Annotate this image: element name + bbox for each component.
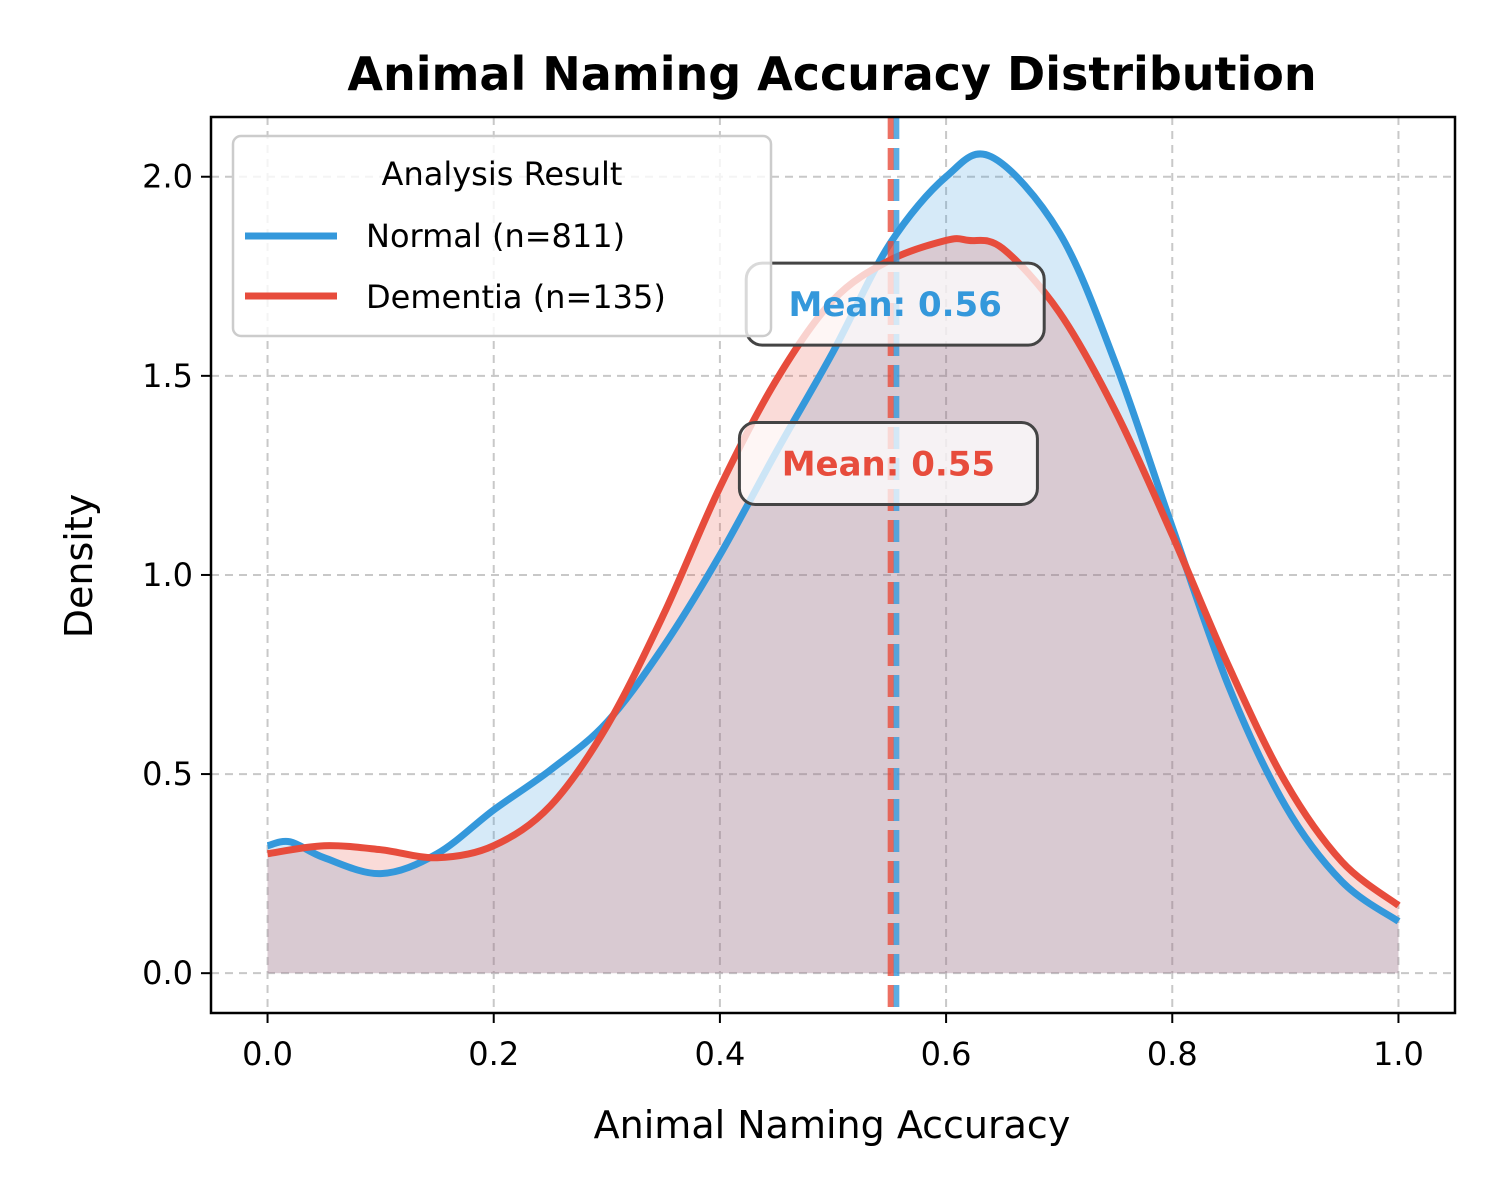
mean-annotation-normal: Mean: 0.56 <box>789 285 1002 325</box>
x-tick-label: 0.2 <box>468 1035 519 1073</box>
grid <box>211 117 1455 1013</box>
y-axis-label: Density <box>57 494 101 638</box>
legend-title: Analysis Result <box>382 155 623 193</box>
x-tick-label: 1.0 <box>1373 1035 1424 1073</box>
density-fill-dementia <box>267 238 1399 974</box>
y-axis-ticks: 0.0 0.5 1.0 1.5 2.0 <box>142 158 211 992</box>
legend-label-normal: Normal (n=811) <box>366 217 625 255</box>
density-fills <box>267 153 1399 974</box>
legend: Analysis Result Normal (n=811) Dementia … <box>231 134 773 338</box>
x-axis-ticks: 0.0 0.2 0.4 0.6 0.8 1.0 <box>242 1013 1424 1073</box>
x-tick-label: 0.0 <box>242 1035 293 1073</box>
legend-label-dementia: Dementia (n=135) <box>366 278 666 316</box>
y-tick-label: 1.0 <box>142 556 193 594</box>
chart-title: Animal Naming Accuracy Distribution <box>347 47 1316 101</box>
y-tick-label: 0.0 <box>142 954 193 992</box>
mean-annotation-dementia: Mean: 0.55 <box>782 444 995 484</box>
x-tick-label: 0.6 <box>921 1035 972 1073</box>
y-tick-label: 1.5 <box>142 357 193 395</box>
mean-lines <box>887 117 900 1013</box>
mean-annotations: Mean: 0.56 Mean: 0.55 <box>737 261 1046 506</box>
density-fill-normal <box>267 153 1399 974</box>
legend-box <box>231 134 773 338</box>
plot-frame <box>209 115 1457 1015</box>
x-tick-label: 0.4 <box>694 1035 745 1073</box>
y-tick-label: 2.0 <box>142 158 193 196</box>
x-axis-label: Animal Naming Accuracy <box>594 1103 1071 1147</box>
x-tick-label: 0.8 <box>1147 1035 1198 1073</box>
mean-annotation-box-dementia <box>737 420 1039 506</box>
y-tick-label: 0.5 <box>142 755 193 793</box>
